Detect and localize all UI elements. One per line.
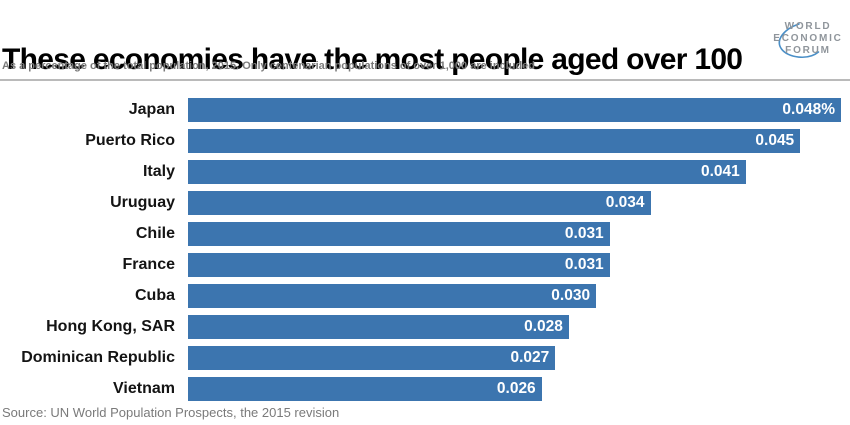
bar: 0.041: [188, 159, 746, 184]
bar: 0.045: [188, 128, 801, 153]
bar-chart: Japan 0.048% Puerto Rico 0.045 Italy 0.041 Uru…: [0, 94, 850, 404]
category-label: France: [122, 255, 175, 273]
category-label: Japan: [128, 100, 175, 118]
bar: 0.030: [188, 283, 597, 308]
bar-track: 0.031: [188, 221, 850, 246]
chart-row: Vietnam 0.026: [0, 373, 850, 404]
bar-track: 0.030: [188, 283, 850, 308]
logo-arc-icon: [778, 23, 820, 58]
chart-row: Chile 0.031: [0, 218, 850, 249]
value-label: 0.048%: [782, 100, 835, 118]
bar: 0.034: [188, 190, 651, 215]
value-label: 0.045: [755, 131, 795, 149]
value-label: 0.031: [564, 224, 604, 242]
chart-row: Cuba 0.030: [0, 280, 850, 311]
category-label: Cuba: [135, 286, 175, 304]
value-label: 0.041: [701, 162, 740, 180]
logo-line-forum: FORUM: [785, 45, 831, 56]
bar: 0.027: [188, 345, 556, 370]
header-divider: [0, 79, 850, 81]
value-label: 0.034: [605, 193, 645, 211]
value-label: 0.027: [510, 348, 550, 366]
bar-track: 0.048%: [188, 97, 850, 122]
bar: 0.026: [188, 376, 542, 401]
bar-track: 0.027: [188, 345, 850, 370]
category-label: Puerto Rico: [85, 131, 175, 149]
category-label: Hong Kong, SAR: [46, 317, 175, 335]
category-label: Uruguay: [110, 193, 175, 211]
source-note: Source: UN World Population Prospects, t…: [2, 405, 340, 420]
category-label: Dominican Republic: [21, 348, 175, 366]
bar-track: 0.041: [188, 159, 850, 184]
page-title: These economies have the most people age…: [2, 43, 743, 77]
chart-subtitle: As a percentage of the total population,…: [2, 60, 536, 72]
world-economic-forum-logo: WORLD ECONOMIC FORUM: [773, 21, 842, 58]
chart-row: Puerto Rico 0.045: [0, 125, 850, 156]
bar-track: 0.045: [188, 128, 850, 153]
bar-track: 0.034: [188, 190, 850, 215]
logo-line-economic: ECONOMIC: [773, 33, 842, 44]
bar-track: 0.031: [188, 252, 850, 277]
bar: 0.031: [188, 221, 610, 246]
category-label: Vietnam: [113, 379, 175, 397]
category-label: Chile: [135, 224, 175, 242]
bar-track: 0.028: [188, 314, 850, 339]
bar: 0.031: [188, 252, 610, 277]
chart-row: France 0.031: [0, 249, 850, 280]
chart-row: Hong Kong, SAR 0.028: [0, 311, 850, 342]
bar-track: 0.026: [188, 376, 850, 401]
chart-row: Uruguay 0.034: [0, 187, 850, 218]
logo-line-world: WORLD: [785, 21, 832, 32]
value-label: 0.028: [524, 317, 563, 335]
value-label: 0.026: [496, 379, 536, 397]
chart-row: Japan 0.048%: [0, 94, 850, 125]
category-label: Italy: [142, 162, 175, 180]
value-label: 0.031: [564, 255, 604, 273]
bar: 0.048%: [188, 97, 841, 122]
value-label: 0.030: [551, 286, 591, 304]
bar: 0.028: [188, 314, 569, 339]
chart-row: Dominican Republic 0.027: [0, 342, 850, 373]
chart-row: Italy 0.041: [0, 156, 850, 187]
